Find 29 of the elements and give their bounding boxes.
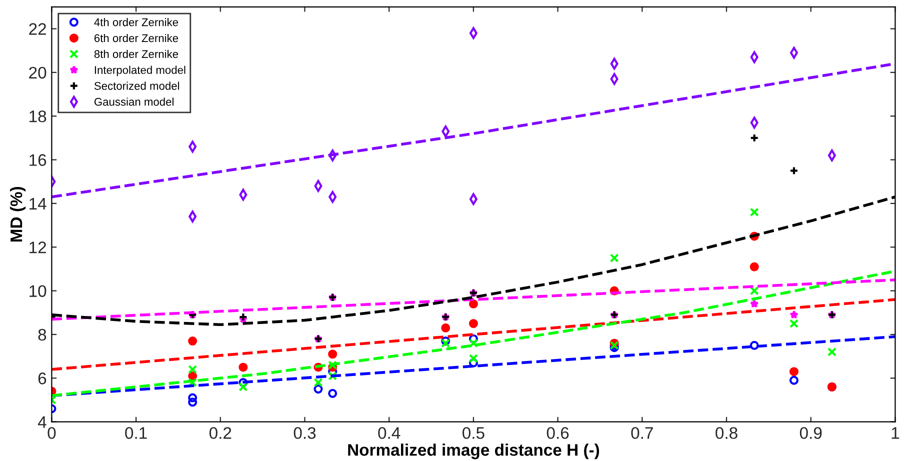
y-tick-label: 20: [29, 66, 46, 79]
y-tick-label: 14: [30, 198, 46, 210]
y-tick-label: 6: [38, 372, 46, 384]
x-axis-title: Normalized image distance H (-): [348, 444, 600, 460]
x-tick-label: 0.8: [716, 427, 738, 439]
y-tick-label: 18: [30, 110, 46, 122]
x-tick-label: 0.4: [378, 427, 400, 439]
legend-label: Sectorized model: [94, 82, 180, 90]
y-tick-label: 8: [38, 328, 46, 341]
y-axis-title: MD (%): [10, 186, 26, 242]
x-tick-label: 1: [892, 427, 900, 439]
x-tick-label: 0.2: [209, 427, 232, 439]
y-tick-label: 12: [30, 242, 46, 254]
legend-label: Interpolated model: [94, 66, 186, 76]
x-tick-label: 0.1: [125, 427, 147, 439]
x-tick-label: 0.9: [800, 427, 822, 439]
y-tick-label: 10: [30, 285, 46, 297]
y-tick-label: 22: [29, 23, 46, 35]
x-tick-label: 0.6: [546, 427, 569, 439]
legend-label: 4th order Zernike: [94, 18, 178, 26]
legend-label: 6th order Zernike: [94, 34, 178, 42]
legend-label: Gaussian model: [94, 98, 174, 106]
y-tick-label: 16: [30, 154, 46, 166]
x-tick-label: 0: [48, 427, 56, 439]
x-tick-label: 0.3: [294, 427, 316, 439]
legend-label: 8th order Zernike: [94, 50, 178, 58]
x-tick-label: 0.5: [462, 427, 484, 439]
x-tick-label: 0.7: [631, 427, 653, 439]
y-tick-label: 4: [38, 416, 46, 428]
